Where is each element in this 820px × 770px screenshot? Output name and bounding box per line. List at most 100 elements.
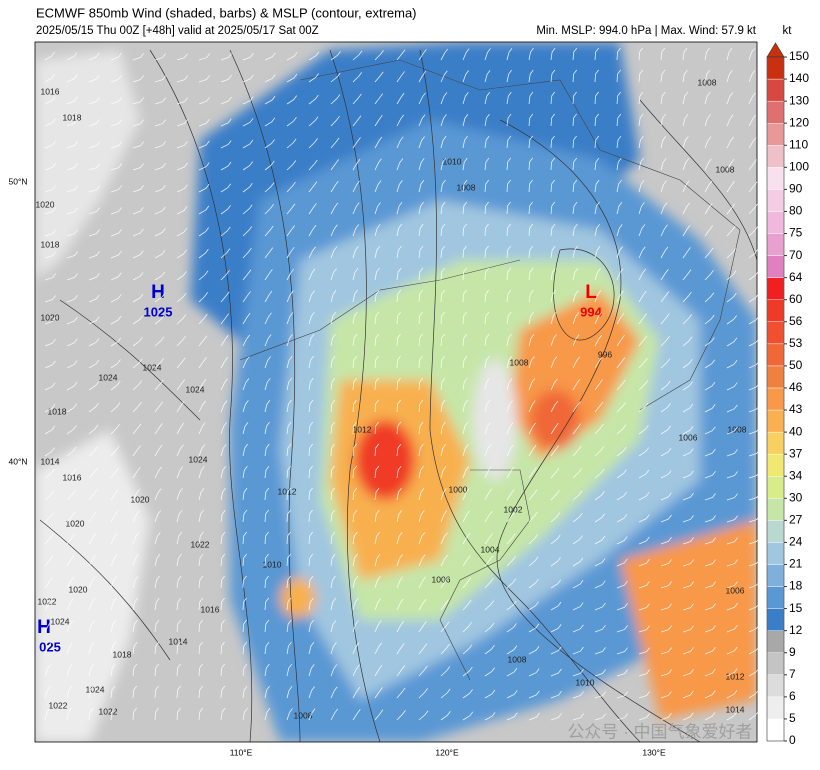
wind-barb (220, 205, 231, 215)
wind-barb (330, 377, 336, 391)
contour-label: 1012 (353, 424, 372, 434)
wind-barb (704, 203, 713, 215)
wind-barb (506, 444, 514, 457)
wind-barb (44, 490, 55, 501)
wind-barb (88, 402, 99, 413)
wind-barb (440, 421, 446, 435)
wind-barb (132, 163, 144, 171)
colorbar-segment (766, 365, 785, 389)
wind-barb (594, 246, 601, 259)
wind-barb (44, 140, 56, 149)
wind-barb (704, 92, 711, 105)
wind-barb (704, 114, 711, 127)
wind-barb (594, 379, 603, 391)
wind-barb (440, 643, 450, 655)
wind-barb (352, 289, 358, 303)
wind-barb (550, 245, 556, 259)
wind-barb (484, 577, 494, 589)
wind-barb (154, 271, 166, 281)
wind-barb (330, 202, 339, 215)
wind-barb (308, 116, 319, 127)
wind-barb (726, 136, 734, 149)
wind-barb (88, 185, 100, 193)
wind-barb (352, 487, 358, 501)
colorbar-tick-label: 100 (789, 159, 809, 173)
wind-barb (286, 686, 293, 699)
wind-barb (638, 91, 644, 105)
wind-barb (440, 377, 446, 391)
wind-barb (330, 180, 339, 193)
wind-barb (506, 422, 514, 435)
wind-barb (198, 597, 204, 611)
wind-barb (440, 621, 450, 633)
wind-barb (594, 135, 600, 149)
colorbar-segment (766, 167, 785, 190)
wind-barb (154, 379, 164, 391)
wind-barb (462, 245, 467, 259)
wind-barb (616, 536, 628, 545)
wind-barb (616, 224, 623, 237)
wind-barb (132, 619, 138, 633)
wind-barb (440, 70, 448, 83)
wind-barb (154, 336, 165, 347)
colorbar-tick-label: 40 (789, 424, 803, 438)
colorbar-tick-label: 30 (789, 490, 803, 504)
map-area (35, 42, 757, 742)
wind-barb (374, 509, 380, 523)
wind-barb (594, 446, 605, 457)
wind-barb (88, 663, 94, 677)
wind-barb (110, 250, 122, 259)
wind-barb (308, 312, 315, 325)
colorbar-segment (766, 630, 785, 653)
wind-barb (462, 689, 473, 699)
wind-barb (506, 179, 511, 193)
wind-barb (748, 315, 760, 325)
wind-barb (528, 223, 534, 237)
wind-barb (748, 382, 760, 391)
wind-barb (374, 465, 380, 479)
wind-barb (462, 135, 468, 149)
colorbar-segment (766, 145, 785, 168)
colorbar-tick-label: 64 (789, 270, 803, 284)
wind-barb (242, 74, 254, 83)
wind-barb (176, 97, 188, 105)
wind-barb (506, 600, 517, 611)
wind-barb (506, 289, 512, 303)
wind-barb (748, 48, 755, 61)
contour-label: 1024 (86, 684, 105, 694)
wind-barb (528, 646, 540, 655)
wind-barb (594, 624, 606, 633)
wind-barb (242, 139, 254, 149)
lat-label: 50°N (9, 176, 28, 186)
contour-label: 1022 (191, 539, 210, 549)
wind-barb (506, 556, 516, 567)
wind-barb (638, 424, 649, 435)
wind-barb (638, 202, 645, 215)
wind-barb (506, 69, 512, 83)
wind-barb (396, 158, 404, 171)
wind-barb (440, 333, 445, 347)
wind-barb (220, 248, 231, 259)
wind-barb (682, 314, 693, 325)
colorbar-segment (766, 189, 785, 212)
wind-barb (198, 466, 205, 479)
wind-barb (308, 224, 317, 237)
wind-barb (704, 690, 716, 699)
high-value: 1025 (144, 304, 173, 319)
wind-barb (374, 355, 379, 369)
wind-barb (638, 447, 650, 457)
wind-barb (726, 537, 738, 545)
wind-barb (726, 248, 737, 259)
wind-barb (418, 665, 428, 677)
wind-barb (748, 559, 760, 567)
wind-barb (286, 465, 292, 479)
wind-barb (242, 597, 247, 611)
wind-barb (242, 269, 252, 281)
wind-barb (682, 559, 694, 567)
contour-label: 1008 (728, 424, 747, 434)
wind-barb (418, 267, 424, 281)
wind-barb (242, 226, 253, 237)
wind-barb (242, 334, 251, 347)
wind-barb (506, 712, 518, 721)
wind-barb (616, 603, 628, 611)
